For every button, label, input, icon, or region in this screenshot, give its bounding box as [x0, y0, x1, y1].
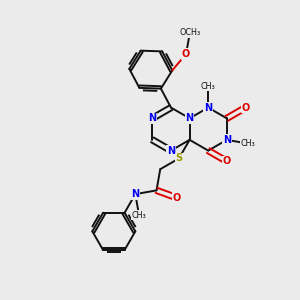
Text: CH₃: CH₃	[132, 211, 146, 220]
Text: N: N	[223, 135, 231, 145]
Text: O: O	[182, 49, 190, 59]
Text: N: N	[131, 189, 140, 199]
Text: N: N	[167, 146, 175, 156]
Text: CH₃: CH₃	[241, 139, 255, 148]
Text: N: N	[148, 113, 156, 123]
Text: N: N	[204, 103, 212, 112]
Text: O: O	[223, 156, 231, 166]
Text: O: O	[172, 193, 181, 203]
Text: O: O	[241, 103, 250, 112]
Text: CH₃: CH₃	[201, 82, 216, 91]
Text: N: N	[185, 113, 194, 123]
Text: OCH₃: OCH₃	[179, 28, 200, 37]
Text: S: S	[175, 154, 182, 164]
